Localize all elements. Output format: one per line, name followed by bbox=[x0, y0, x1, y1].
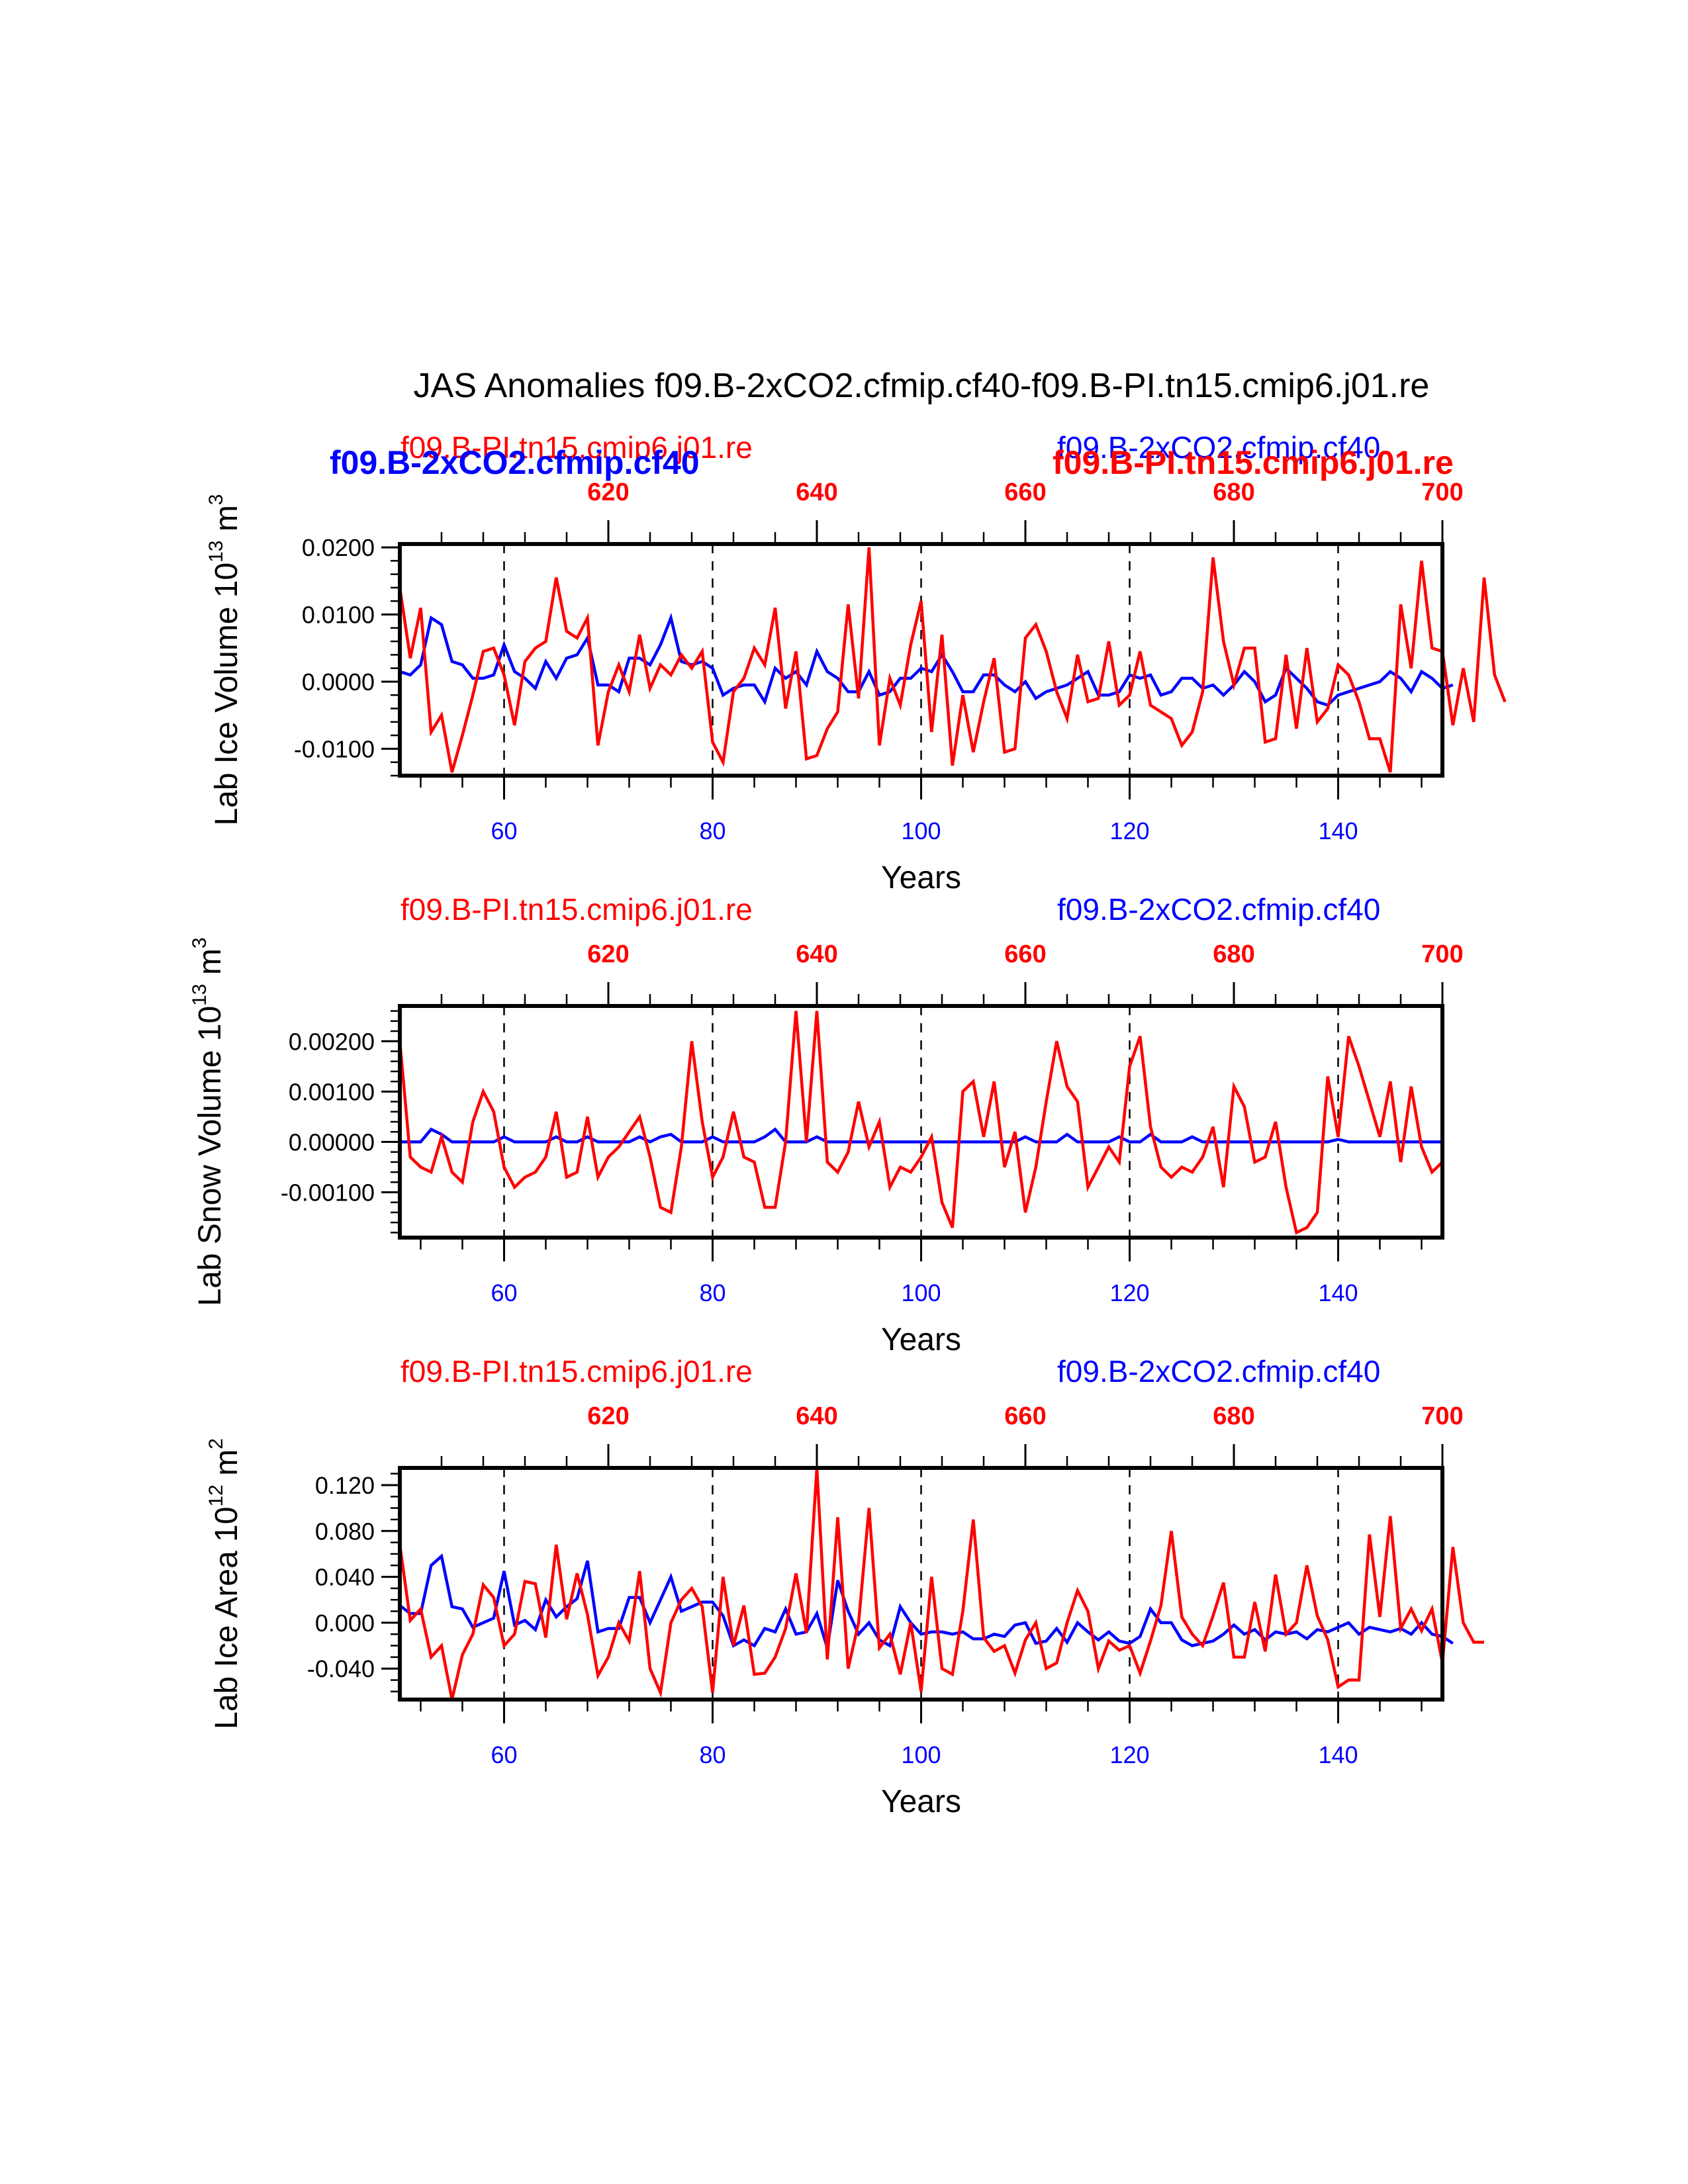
top-tick-label: 680 bbox=[1213, 1402, 1254, 1430]
series-line-pi-control bbox=[398, 1467, 1484, 1700]
y-tick-label: 0.080 bbox=[315, 1518, 375, 1545]
figure-title: JAS Anomalies f09.B-2xCO2.cfmip.cf40-f09… bbox=[414, 367, 1430, 405]
x-tick-label: 60 bbox=[491, 1279, 517, 1306]
y-tick-label: 0.040 bbox=[315, 1564, 375, 1591]
x-axis-label: Years bbox=[881, 860, 961, 895]
legend-label-left: f09.B-PI.tn15.cmip6.j01.re bbox=[400, 1354, 753, 1388]
x-tick-label: 100 bbox=[901, 1741, 941, 1768]
y-axis-label-unit-exponent: 2 bbox=[205, 1438, 227, 1449]
top-tick-label: 680 bbox=[1213, 940, 1254, 968]
legend-label-left: f09.B-PI.tn15.cmip6.j01.re bbox=[400, 430, 753, 465]
x-tick-label: 100 bbox=[901, 1279, 941, 1306]
legend-label-left: f09.B-PI.tn15.cmip6.j01.re bbox=[400, 892, 753, 927]
y-tick-label: 0.00100 bbox=[289, 1078, 375, 1105]
legend-overlap-label-left: f09.B-2xCO2.cfmip.cf40 bbox=[330, 444, 700, 481]
x-tick-label: 100 bbox=[901, 817, 941, 844]
x-axis-label: Years bbox=[881, 1322, 961, 1357]
y-tick-label: 0.00000 bbox=[289, 1128, 375, 1156]
top-tick-label: 700 bbox=[1421, 478, 1463, 506]
legend: f09.B-PI.tn15.cmip6.j01.re f09.B-2xCO2.cf… bbox=[330, 430, 1454, 481]
top-tick-label: 660 bbox=[1004, 478, 1046, 506]
x-tick-label: 120 bbox=[1109, 1741, 1149, 1768]
y-tick-label: 0.0000 bbox=[302, 668, 375, 696]
x-tick-label: 80 bbox=[699, 817, 726, 844]
legend-label-right: f09.B-2xCO2.cfmip.cf40 bbox=[1057, 1354, 1380, 1388]
y-tick-label: 0.00200 bbox=[289, 1028, 375, 1055]
y-tick-label: 0.120 bbox=[315, 1472, 375, 1499]
top-tick-label: 700 bbox=[1421, 940, 1463, 968]
x-tick-label: 140 bbox=[1318, 1279, 1358, 1306]
x-tick-label: 140 bbox=[1318, 817, 1358, 844]
top-tick-label: 680 bbox=[1213, 478, 1254, 506]
panel-1: f09.B-PI.tn15.cmip6.j01.re f09.B-2xCO2.cf… bbox=[205, 430, 1507, 895]
y-axis-label-text: Lab Ice Area 10 bbox=[209, 1507, 244, 1729]
top-tick-label: 620 bbox=[587, 940, 629, 968]
y-axis-label-exponent: 12 bbox=[205, 1484, 227, 1506]
panel-2: f09.B-PI.tn15.cmip6.j01.re f09.B-2xCO2.cf… bbox=[189, 892, 1464, 1357]
legend-label-right: f09.B-2xCO2.cfmip.cf40 bbox=[1057, 892, 1380, 927]
legend: f09.B-PI.tn15.cmip6.j01.re f09.B-2xCO2.cf… bbox=[400, 1354, 1380, 1388]
x-tick-label: 80 bbox=[699, 1279, 726, 1306]
y-tick-label: -0.040 bbox=[307, 1655, 375, 1682]
top-tick-label: 620 bbox=[587, 478, 629, 506]
x-tick-label: 120 bbox=[1109, 817, 1149, 844]
y-axis-label-exponent: 13 bbox=[205, 541, 227, 563]
legend: f09.B-PI.tn15.cmip6.j01.re f09.B-2xCO2.cf… bbox=[400, 892, 1380, 927]
y-axis-label-unit: m bbox=[209, 505, 244, 540]
x-axis-label: Years bbox=[881, 1784, 961, 1819]
y-axis-label-unit: m bbox=[193, 948, 228, 983]
top-tick-label: 640 bbox=[796, 478, 837, 506]
y-axis-label-exponent: 13 bbox=[189, 983, 211, 1005]
y-axis-label: Lab Snow Volume 1013 m3 bbox=[189, 937, 228, 1306]
series-line-pi-control bbox=[398, 547, 1507, 773]
top-tick-label: 620 bbox=[587, 1402, 629, 1430]
legend-label-right: f09.B-2xCO2.cfmip.cf40 bbox=[1057, 430, 1380, 465]
x-tick-label: 120 bbox=[1109, 1279, 1149, 1306]
x-tick-label: 60 bbox=[491, 817, 517, 844]
x-tick-label: 140 bbox=[1318, 1741, 1358, 1768]
y-tick-label: 0.0200 bbox=[302, 534, 375, 561]
y-tick-label: 0.0100 bbox=[302, 602, 375, 629]
panel-3: f09.B-PI.tn15.cmip6.j01.re f09.B-2xCO2.cf… bbox=[205, 1354, 1484, 1819]
y-tick-label: -0.00100 bbox=[281, 1179, 375, 1206]
y-tick-label: 0.000 bbox=[315, 1610, 375, 1637]
x-tick-label: 60 bbox=[491, 1741, 517, 1768]
y-axis-label-text: Lab Snow Volume 10 bbox=[193, 1006, 228, 1306]
top-tick-label: 660 bbox=[1004, 1402, 1046, 1430]
top-tick-label: 640 bbox=[796, 1402, 837, 1430]
y-axis-label-unit-exponent: 3 bbox=[189, 937, 211, 948]
top-tick-label: 660 bbox=[1004, 940, 1046, 968]
x-tick-label: 80 bbox=[699, 1741, 726, 1768]
top-tick-label: 700 bbox=[1421, 1402, 1463, 1430]
y-axis-label: Lab Ice Volume 1013 m3 bbox=[205, 494, 244, 825]
series-line-pi-control bbox=[398, 1011, 1444, 1235]
y-axis-label: Lab Ice Area 1012 m2 bbox=[205, 1438, 244, 1729]
y-axis-label-unit-exponent: 3 bbox=[205, 494, 227, 505]
y-tick-label: -0.0100 bbox=[294, 735, 375, 762]
legend-overlap-label-right: f09.B-PI.tn15.cmip6.j01.re bbox=[1053, 444, 1454, 481]
top-tick-label: 640 bbox=[796, 940, 837, 968]
y-axis-label-unit: m bbox=[209, 1449, 244, 1484]
y-axis-label-text: Lab Ice Volume 10 bbox=[209, 563, 244, 826]
